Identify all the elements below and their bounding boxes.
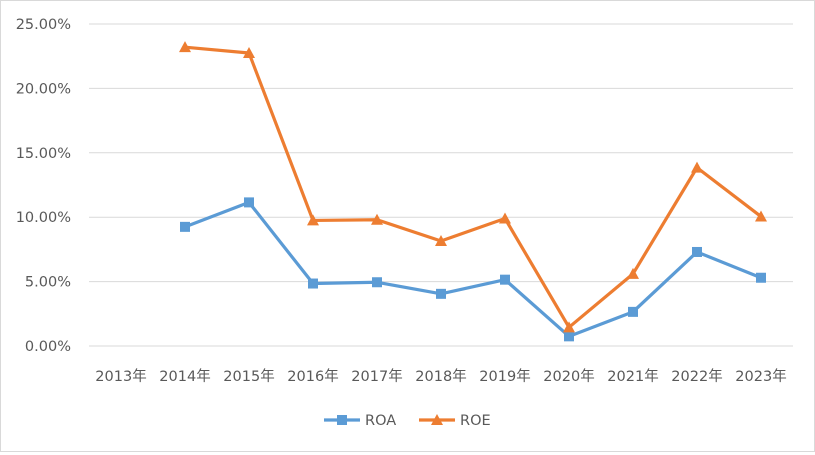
data-point-roa bbox=[756, 272, 766, 283]
data-point-roa bbox=[628, 306, 638, 317]
x-tick-label: 2015年 bbox=[223, 368, 274, 385]
data-point-roe bbox=[627, 267, 639, 279]
y-tick-label: 0.00% bbox=[25, 339, 71, 355]
x-tick-label: 2013年 bbox=[95, 368, 146, 385]
data-point-roe bbox=[371, 213, 383, 225]
x-axis-tick-labels: 2013年 2014年 2015年 2016年 2017年 2018年 2019年 2020年… bbox=[95, 368, 786, 385]
legend-item-roe: ROE bbox=[419, 413, 491, 429]
legend-label: ROE bbox=[460, 413, 491, 429]
data-point-roa bbox=[436, 288, 446, 299]
x-tick-label: 2019年 bbox=[479, 368, 530, 385]
x-tick-label: 2016年 bbox=[287, 368, 338, 385]
legend-swatch-marker bbox=[431, 414, 443, 425]
data-point-roe bbox=[435, 235, 447, 247]
y-tick-label: 15.00% bbox=[16, 146, 71, 162]
y-tick-label: 5.00% bbox=[25, 275, 71, 291]
data-point-roe bbox=[755, 210, 767, 222]
series-layer bbox=[179, 41, 767, 342]
series-line-roa bbox=[183, 200, 763, 338]
legend-item-roa: ROA bbox=[324, 413, 396, 429]
legend: ROA ROE bbox=[324, 413, 491, 429]
data-point-roe bbox=[499, 212, 511, 224]
x-tick-label: 2014年 bbox=[159, 368, 210, 385]
legend-label: ROA bbox=[365, 413, 396, 429]
data-point-roa bbox=[692, 246, 702, 257]
data-point-roa bbox=[500, 274, 510, 285]
y-tick-label: 20.00% bbox=[16, 81, 71, 97]
data-point-roa bbox=[564, 331, 574, 342]
series-roe bbox=[179, 41, 767, 333]
x-tick-label: 2020年 bbox=[543, 368, 594, 385]
data-point-roa bbox=[180, 221, 190, 232]
data-point-roe bbox=[691, 161, 703, 173]
data-point-roe bbox=[179, 41, 191, 53]
series-line-roe bbox=[183, 45, 763, 329]
y-tick-label: 10.00% bbox=[16, 210, 71, 226]
data-point-roe bbox=[307, 214, 319, 226]
legend-swatch-marker bbox=[337, 415, 347, 425]
data-point-roa bbox=[308, 278, 318, 289]
x-tick-label: 2022年 bbox=[671, 368, 722, 385]
data-point-roa bbox=[372, 277, 382, 288]
data-point-roe bbox=[563, 321, 575, 333]
x-tick-label: 2018年 bbox=[415, 368, 466, 385]
y-tick-label: 25.00% bbox=[16, 17, 71, 33]
x-tick-label: 2017年 bbox=[351, 368, 402, 385]
data-point-roa bbox=[244, 197, 254, 208]
x-tick-label: 2021年 bbox=[607, 368, 658, 385]
x-tick-label: 2023年 bbox=[735, 368, 786, 385]
data-point-roe bbox=[243, 46, 255, 58]
y-axis-tick-labels: 0.00% 5.00% 10.00% 15.00% 20.00% 25.00% bbox=[16, 17, 71, 355]
series-roa bbox=[180, 197, 766, 342]
